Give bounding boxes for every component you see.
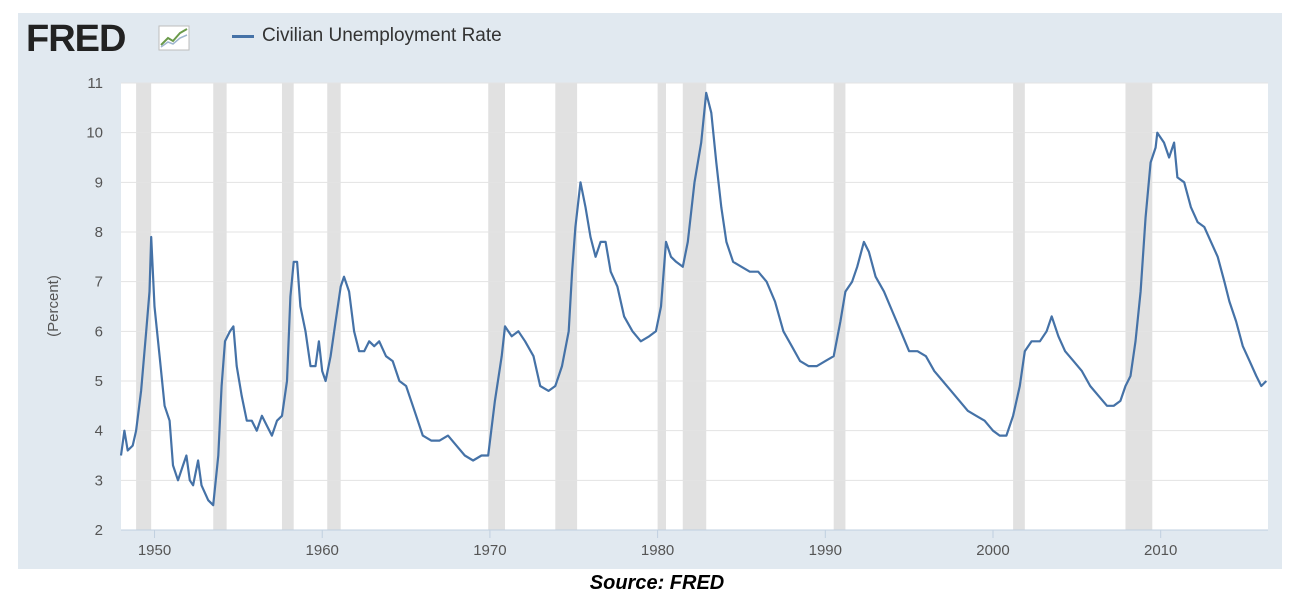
y-axis-title: (Percent) (45, 275, 62, 337)
source-caption: Source: FRED (589, 572, 725, 594)
y-tick-label: 10 (86, 125, 103, 142)
legend-label: Civilian Unemployment Rate (262, 25, 502, 46)
recession-band (136, 83, 152, 530)
x-tick-label: 1980 (641, 542, 674, 559)
series-lines (119, 91, 1268, 507)
x-tick-label: 1990 (809, 542, 842, 559)
y-tick-label: 9 (95, 174, 103, 191)
recession-band (1013, 83, 1025, 530)
y-tick-label: 4 (95, 423, 103, 440)
recession-band (555, 83, 578, 530)
x-tick-label: 1960 (306, 542, 339, 559)
y-tick-label: 2 (95, 522, 103, 539)
y-tick-label: 3 (95, 472, 103, 489)
recession-band (213, 83, 227, 530)
y-tick-label: 8 (95, 224, 103, 241)
y-tick-label: 11 (87, 75, 103, 92)
fred-logo-text: FRED (26, 18, 126, 60)
recession-band (833, 83, 846, 530)
recession-band (682, 83, 707, 530)
x-axis-ticks: 1950 1960 1970 1980 1990 2000 2010 (138, 530, 1177, 559)
legend-swatch (232, 34, 254, 38)
fred-chart-icon (158, 25, 190, 51)
y-axis-ticks: 2 3 4 5 6 7 8 9 10 11 (86, 75, 103, 539)
y-tick-label: 5 (95, 373, 103, 390)
recession-band (281, 83, 294, 530)
y-tick-label: 7 (95, 274, 103, 291)
x-tick-label: 2000 (976, 542, 1009, 559)
legend: Civilian Unemployment Rate (232, 23, 502, 49)
x-tick-label: 1970 (473, 542, 506, 559)
recession-band (488, 83, 506, 530)
x-tick-label: 1950 (138, 542, 171, 559)
recession-band (327, 83, 341, 530)
series-line (119, 91, 1268, 507)
y-tick-label: 6 (95, 323, 103, 340)
x-tick-label: 2010 (1144, 542, 1177, 559)
chart-header: FRED Civilian Unemployment Rate (18, 13, 1282, 61)
